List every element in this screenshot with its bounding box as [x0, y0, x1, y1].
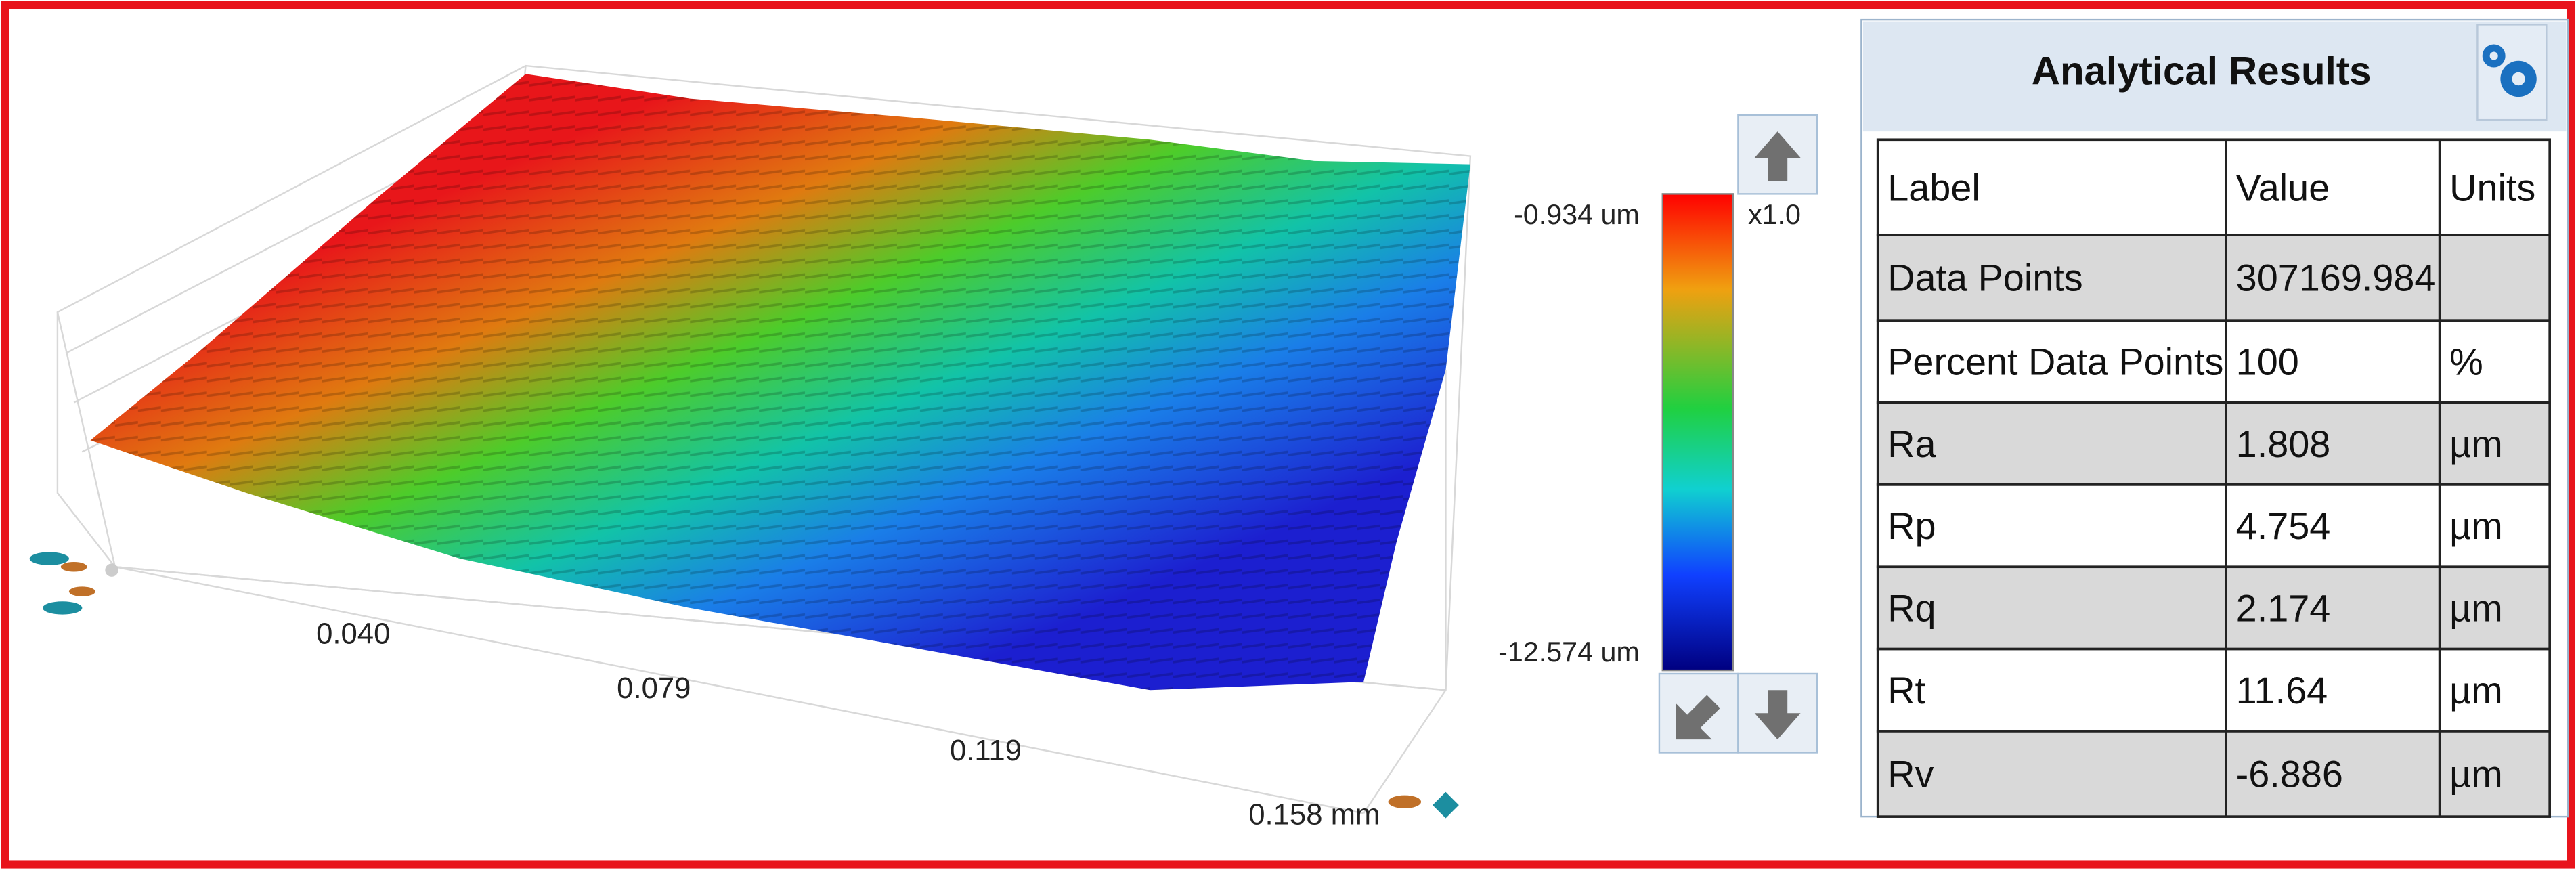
table-cell: µm — [2449, 669, 2503, 712]
axis-label: 0.079 — [617, 672, 691, 705]
table-cell: 1.808 — [2236, 422, 2331, 465]
column-header: Value — [2236, 166, 2330, 209]
zoom-button[interactable] — [1737, 114, 1818, 195]
color-bar — [1661, 193, 1734, 672]
button-arrow[interactable] — [1754, 690, 1801, 740]
axis-icon — [1388, 791, 1459, 819]
settings-button[interactable] — [2476, 24, 2548, 121]
surface-texture — [90, 74, 1470, 691]
axis-icon — [29, 552, 118, 615]
zoom-button[interactable] — [1658, 672, 1739, 754]
table-cell: Rv — [1887, 753, 1934, 796]
table-cell: 100 — [2236, 341, 2299, 383]
table-row — [1876, 483, 2551, 569]
table-cell: µm — [2449, 422, 2503, 465]
button-arrow[interactable] — [1676, 695, 1720, 740]
table-cell: 2.174 — [2236, 587, 2331, 630]
color-min-label: -12.574 um — [1498, 636, 1640, 668]
table-row — [1876, 401, 2551, 486]
table-row — [1876, 319, 2551, 404]
table-row — [1876, 234, 2551, 322]
table-cell: 11.64 — [2236, 669, 2328, 712]
table-cell: Percent Data Points — [1887, 341, 2223, 383]
axis-label: 0.040 — [316, 617, 390, 651]
zoom-label: x1.0 — [1748, 199, 1801, 230]
table-cell: Ra — [1887, 422, 1936, 465]
table-cell: 307169.984 — [2236, 257, 2436, 299]
color-max-label: -0.934 um — [1514, 199, 1640, 230]
table-cell: % — [2449, 341, 2483, 383]
table-row — [1876, 565, 2551, 651]
axis-label: 0.119 — [950, 734, 1022, 767]
table-cell: -6.886 — [2236, 753, 2343, 796]
table-cell: 4.754 — [2236, 504, 2331, 547]
table-cell: Data Points — [1887, 257, 2082, 299]
column-header: Label — [1887, 166, 1980, 209]
table-cell: Rp — [1887, 504, 1936, 547]
zoom-button[interactable] — [1737, 672, 1818, 754]
results-title: Analytical Results — [2032, 49, 2372, 93]
table-row — [1876, 647, 2551, 733]
axis-label: 0.158 mm — [1248, 798, 1380, 831]
table-row — [1876, 138, 2551, 236]
table-cell: µm — [2449, 504, 2503, 547]
button-arrow[interactable] — [1754, 131, 1801, 181]
column-header: Units — [2449, 166, 2535, 209]
table-row — [1876, 730, 2551, 818]
results-header — [1862, 21, 2567, 132]
table-cell: Rq — [1887, 587, 1936, 630]
table-cell: µm — [2449, 753, 2503, 796]
table-cell: Rt — [1887, 669, 1925, 712]
table-cell: µm — [2449, 587, 2503, 630]
surface-plot — [29, 64, 1472, 819]
